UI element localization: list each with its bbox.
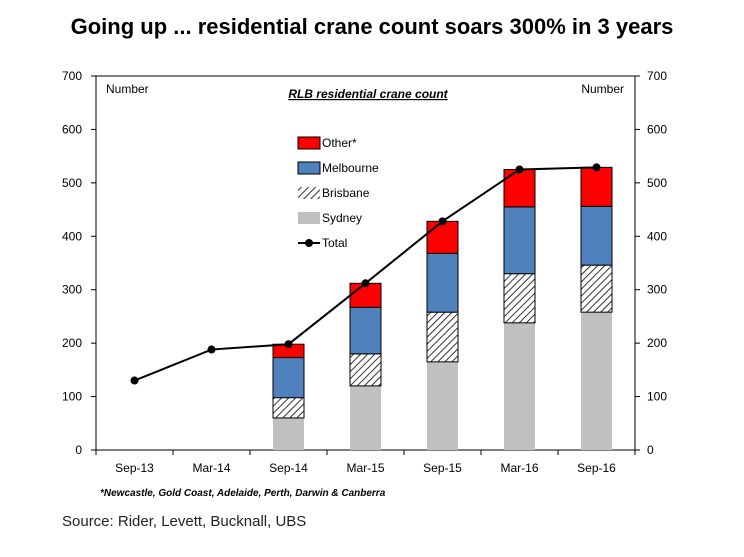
legend-label-other: Other* — [322, 136, 357, 150]
x-tick-label: Mar-15 — [346, 461, 384, 475]
total-point — [592, 163, 601, 172]
y-tick-label-right: 100 — [647, 390, 667, 404]
x-tick-label: Mar-16 — [500, 461, 538, 475]
bar-segment-sydney — [350, 385, 381, 450]
legend-label-sydney: Sydney — [322, 211, 362, 225]
total-point — [130, 376, 139, 385]
x-tick-label: Mar-14 — [192, 461, 230, 475]
total-point — [207, 345, 216, 354]
legend-label-brisbane: Brisbane — [322, 186, 370, 200]
y-tick-label-left: 500 — [62, 176, 82, 190]
bar-segment-sydney — [504, 322, 535, 450]
y-tick-label-left: 200 — [62, 336, 82, 350]
bar-segment-other — [503, 169, 536, 208]
bar-segment-melbourne — [272, 357, 305, 399]
bar-segment-sydney — [581, 312, 612, 450]
x-tick-label: Sep-16 — [577, 461, 616, 475]
legend-swatch-other — [297, 136, 321, 150]
y-tick-label-left: 600 — [62, 122, 82, 136]
bar-segment-other — [426, 220, 459, 254]
bar-segment-brisbane — [349, 353, 382, 387]
y-tick-label-right: 300 — [647, 283, 667, 297]
legend-label-melbourne: Melbourne — [322, 161, 379, 175]
chart-title: RLB residential crane count — [288, 87, 448, 101]
bar-segment-other — [580, 166, 613, 207]
y-tick-label-left: 100 — [62, 390, 82, 404]
y-tick-label-right: 400 — [647, 229, 667, 243]
chart-headline: Going up ... residential crane count soa… — [70, 14, 674, 39]
y-tick-label-left: 400 — [62, 229, 82, 243]
y-tick-label-left: 0 — [75, 443, 82, 457]
y-tick-label-right: 0 — [647, 443, 654, 457]
y-axis-label-right: Number — [581, 82, 624, 96]
bar-segment-melbourne — [349, 306, 382, 355]
bar-segment-brisbane — [580, 264, 613, 313]
source-note: Source: Rider, Levett, Bucknall, UBS — [62, 513, 307, 530]
y-axis-label-left: Number — [106, 82, 149, 96]
bar-segment-other — [349, 282, 382, 308]
bar-segment-brisbane — [426, 311, 459, 363]
bar-segment-sydney — [273, 417, 304, 450]
y-tick-label-right: 700 — [647, 69, 667, 83]
bar-segment-brisbane — [503, 273, 536, 324]
bar-segment-brisbane — [272, 397, 305, 419]
y-tick-label-right: 200 — [647, 336, 667, 350]
y-tick-label-right: 600 — [647, 122, 667, 136]
x-tick-label: Sep-14 — [269, 461, 308, 475]
legend-marker-total — [305, 239, 313, 247]
legend-label-total: Total — [322, 236, 347, 250]
bar-segment-melbourne — [426, 252, 459, 313]
legend-swatch-melbourne — [297, 161, 321, 175]
y-tick-label-left: 300 — [62, 283, 82, 297]
bar-segment-melbourne — [503, 206, 536, 275]
y-tick-label-right: 500 — [647, 176, 667, 190]
total-point — [438, 217, 447, 226]
x-tick-label: Sep-15 — [423, 461, 462, 475]
legend-swatch-brisbane — [298, 187, 320, 199]
legend-swatch-sydney — [298, 212, 320, 224]
bar-segment-melbourne — [580, 205, 613, 266]
x-tick-label: Sep-13 — [115, 461, 154, 475]
total-point — [515, 165, 524, 174]
y-tick-label-left: 700 — [62, 69, 82, 83]
total-point — [284, 340, 293, 349]
chart-footnote: *Newcastle, Gold Coast, Adelaide, Perth,… — [100, 488, 386, 499]
bar-segment-sydney — [427, 361, 458, 450]
total-point — [361, 279, 370, 288]
